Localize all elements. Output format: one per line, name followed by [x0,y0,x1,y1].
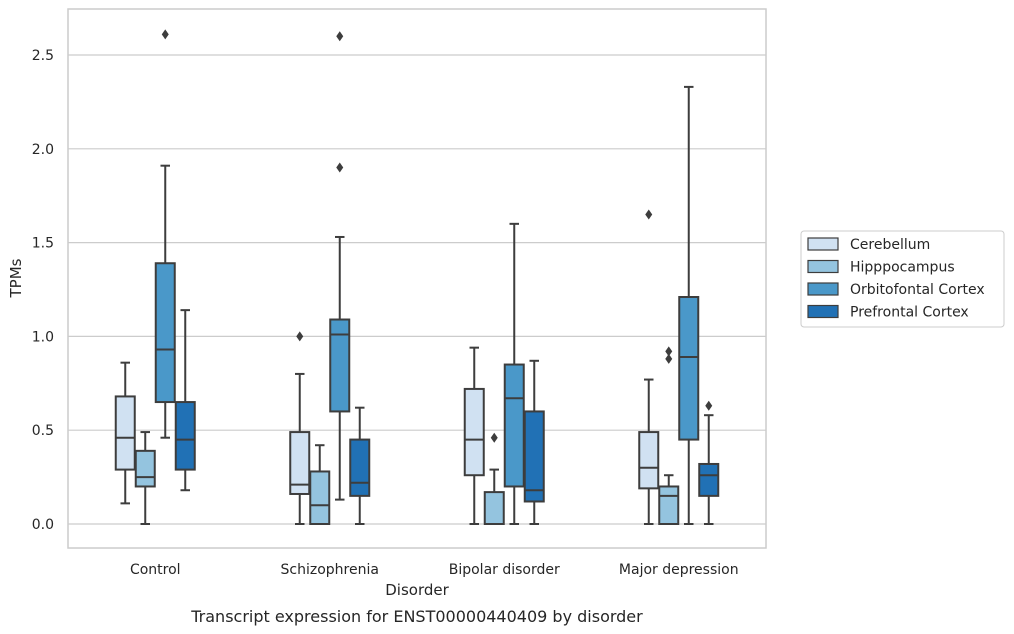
box [114,395,136,471]
box [638,431,660,490]
legend-swatch [807,282,839,296]
box [503,363,525,488]
x-tick-label: Schizophrenia [281,562,379,578]
outlier-point [645,209,653,220]
series-2 [154,29,700,525]
box [483,491,505,526]
y-axis-ticks: 0.0 0.5 1.0 1.5 2.0 2.5 [32,48,54,533]
box-group [114,361,136,505]
x-tick-label: Bipolar disorder [449,562,560,578]
legend-frame [800,230,1005,328]
x-tick-label: Major depression [619,562,739,578]
legend-swatch [807,237,839,251]
y-tick-label: 2.5 [32,48,54,64]
box [523,410,545,503]
box-group [463,346,485,525]
box-group [523,359,545,525]
x-axis-ticks: Control Schizophrenia Bipolar disorder Majo… [130,562,739,578]
outlier-point [665,346,673,357]
box [349,438,371,497]
y-tick-label: 1.5 [32,236,54,252]
box-group [483,432,505,526]
legend-label: Hipppocampus [850,260,955,276]
outlier-point [490,432,498,443]
y-tick-label: 2.0 [32,142,54,158]
legend-label: Cerebellum [850,237,930,253]
box-series [114,29,720,526]
box-group [503,222,525,525]
outlier-point [336,31,344,42]
box [658,485,680,526]
box [154,262,176,404]
box [329,318,351,413]
plot-frame [67,8,767,549]
legend-label: Prefrontal Cortex [850,305,969,321]
y-tick-label: 1.0 [32,329,54,345]
box-group [678,85,700,525]
legend-label: Orbitofontal Cortex [850,282,985,298]
x-tick-label: Control [130,562,181,578]
box [698,462,720,497]
box-group [698,400,720,525]
legend-item: Cerebellum [807,237,930,253]
legend-swatch [807,259,839,274]
box-group [174,309,196,492]
box-group [329,31,351,501]
box-group [658,346,680,526]
outlier-point [161,29,169,40]
series-3 [174,309,720,525]
series-0 [114,209,660,525]
outlier-point [336,162,344,173]
box-group [309,444,331,525]
legend-item: Orbitofontal Cortex [807,282,985,298]
box [134,449,156,488]
legend-swatch [807,304,839,319]
outlier-point [296,331,304,342]
series-1 [134,346,680,526]
box-group [638,209,660,525]
y-tick-label: 0.0 [32,517,54,533]
legend: Cerebellum Hipppocampus Orbitofontal Corte… [800,230,1005,328]
chart-caption: Transcript expression for ENST0000044040… [190,607,643,626]
box [174,401,196,471]
box-group [154,29,176,439]
legend-item: Hipppocampus [807,259,955,276]
legend-item: Prefrontal Cortex [807,304,969,321]
y-axis-label: TPMs [7,258,25,298]
box-group [134,431,156,525]
y-tick-label: 0.5 [32,423,54,439]
box [289,431,311,495]
outlier-point [705,400,713,411]
box-group [349,406,371,525]
x-axis-label: Disorder [385,581,449,599]
box-group [289,331,311,525]
box [309,470,331,525]
box [678,296,700,441]
box [463,387,485,477]
outlier-point [665,353,673,364]
